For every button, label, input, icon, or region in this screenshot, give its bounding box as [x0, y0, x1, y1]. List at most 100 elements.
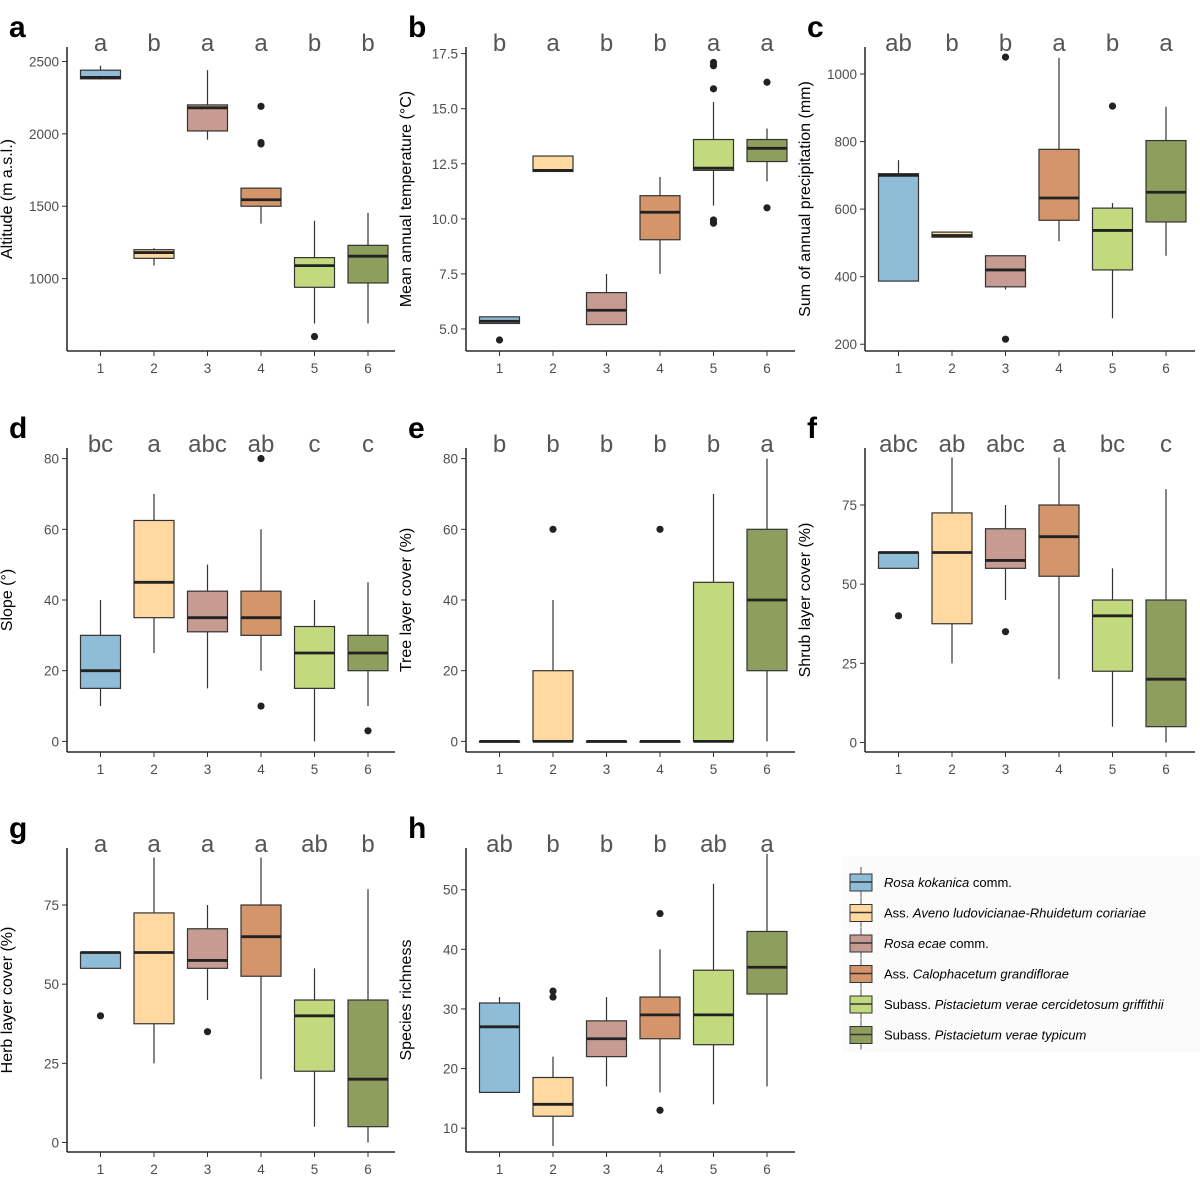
significance-letter: c — [362, 431, 374, 458]
outlier-point — [709, 216, 718, 224]
legend: Rosa kokanica comm. Ass. Aveno ludovician… — [842, 856, 1200, 1052]
x-tick-label: 2 — [948, 762, 956, 777]
box — [877, 173, 920, 282]
box-group-4 — [240, 857, 282, 1080]
outlier-point — [1108, 102, 1117, 110]
x-tick-label: 2 — [150, 1162, 158, 1177]
y-tick-label: 0 — [51, 734, 59, 749]
y-tick-label: 75 — [44, 898, 59, 913]
x-tick-label: 6 — [1162, 361, 1170, 376]
box — [746, 930, 788, 995]
box-group-2 — [931, 457, 973, 664]
box-group-1 — [478, 997, 521, 1093]
box-group-6 — [347, 212, 389, 324]
panel-letter-f: f — [807, 412, 818, 445]
box-group-6 — [1145, 106, 1187, 256]
significance-letter: b — [308, 30, 321, 57]
x-tick-label: 4 — [257, 361, 265, 376]
significance-letter: b — [600, 431, 613, 458]
y-tick-label: 50 — [44, 977, 59, 992]
x-tick-label: 4 — [656, 762, 664, 777]
x-tick-label: 4 — [656, 1162, 664, 1177]
box-group-4 — [639, 525, 681, 743]
box — [133, 249, 175, 259]
y-tick-label: 50 — [842, 577, 857, 592]
box-group-4 — [240, 455, 282, 710]
significance-letter: b — [945, 30, 958, 57]
legend-label-rest: comm. — [946, 936, 989, 951]
x-tick-label: 6 — [763, 361, 771, 376]
outlier-point — [656, 525, 664, 533]
box-group-4 — [1038, 457, 1080, 680]
box — [746, 138, 788, 163]
panel-letter-c: c — [807, 11, 824, 44]
box — [186, 590, 229, 633]
y-tick-label: 12.5 — [432, 157, 458, 172]
box-group-1 — [79, 65, 122, 80]
box-group-6 — [746, 853, 788, 1087]
box — [240, 187, 282, 207]
box — [692, 969, 735, 1046]
significance-letter: b — [147, 30, 160, 57]
x-tick-label: 1 — [496, 361, 504, 376]
x-tick-label: 4 — [257, 1162, 265, 1177]
box — [79, 634, 122, 689]
y-tick-label: 1000 — [827, 67, 857, 82]
legend-item-4: Ass. Calophacetum grandiflorae — [849, 958, 1069, 989]
y-tick-label: 25 — [842, 656, 857, 671]
outlier-point — [549, 525, 557, 533]
box-group-3 — [186, 70, 229, 140]
box — [478, 1002, 521, 1093]
box — [1145, 599, 1187, 728]
x-tick-label: 3 — [603, 361, 611, 376]
y-tick-label: 50 — [443, 883, 458, 898]
y-axis-label: Mean annual temperature (°C) — [398, 91, 415, 307]
y-tick-label: 17.5 — [432, 47, 458, 62]
outlier-point — [709, 85, 718, 93]
x-tick-label: 1 — [97, 762, 105, 777]
y-axis-label: Tree layer cover (%) — [398, 528, 415, 672]
x-tick-label: 6 — [1162, 762, 1170, 777]
panel-letter-a: a — [9, 11, 26, 44]
box-group-3 — [186, 564, 229, 689]
y-tick-label: 400 — [834, 270, 857, 285]
y-tick-label: 0 — [849, 736, 857, 751]
significance-letter: c — [309, 431, 321, 458]
significance-letter: a — [94, 30, 108, 57]
y-tick-label: 20 — [443, 664, 458, 679]
box-group-2 — [133, 857, 175, 1064]
significance-letter: a — [147, 831, 161, 858]
box-group-3 — [186, 905, 229, 1036]
box-group-3 — [585, 739, 628, 743]
legend-label-italic: Pistacietum verae typicum — [935, 1028, 1087, 1043]
x-tick-label: 2 — [948, 361, 956, 376]
outlier-point — [894, 612, 903, 620]
legend-label-italic: Aveno ludovicianae-Rhuidetum coriariae — [912, 906, 1146, 921]
legend-item-3: Rosa ecae comm. — [849, 928, 989, 958]
box-group-3 — [585, 273, 628, 326]
x-tick-label: 5 — [1109, 361, 1117, 376]
box-group-3 — [984, 53, 1027, 343]
y-tick-label: 60 — [443, 522, 458, 537]
significance-letter: b — [361, 30, 374, 57]
y-tick-label: 30 — [443, 1002, 458, 1017]
x-tick-label: 1 — [496, 1162, 504, 1177]
significance-letter: a — [760, 30, 774, 57]
box-group-2 — [532, 525, 574, 743]
box — [1091, 207, 1134, 271]
significance-letter: a — [94, 831, 108, 858]
box-group-1 — [877, 160, 920, 282]
outlier-point — [709, 58, 718, 67]
box — [79, 951, 122, 969]
box-group-1 — [79, 600, 122, 707]
y-tick-label: 80 — [44, 452, 59, 467]
box — [692, 138, 735, 171]
legend-label-italic: Rosa kokanica — [884, 875, 969, 890]
panel-letter-b: b — [408, 11, 426, 44]
y-tick-label: 800 — [834, 135, 857, 150]
x-tick-label: 6 — [763, 1162, 771, 1177]
outlier-point — [310, 332, 319, 341]
box-group-5 — [293, 600, 336, 742]
